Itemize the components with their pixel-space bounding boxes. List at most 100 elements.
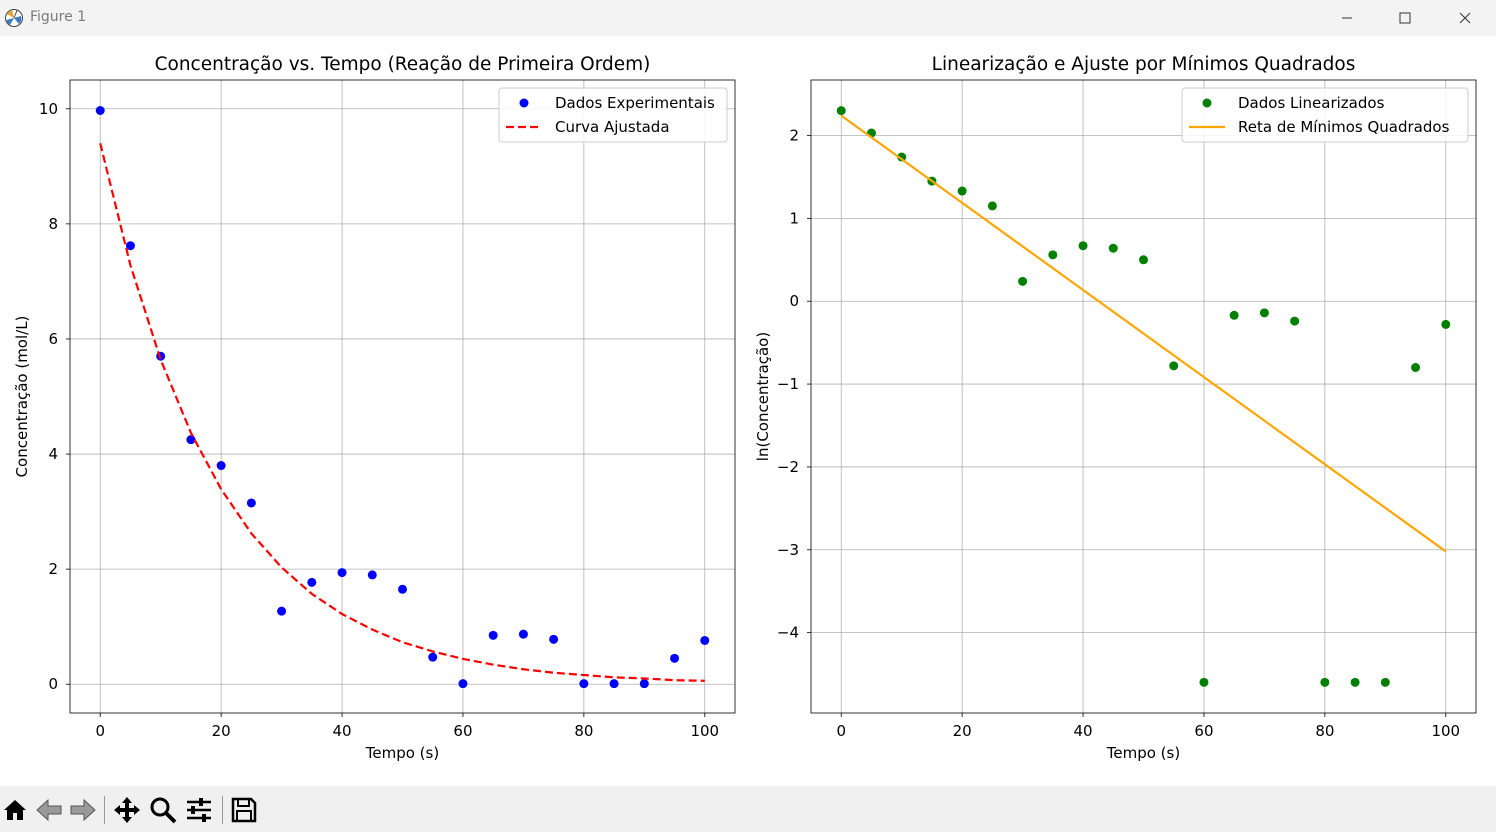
chart2-x-tick-label: 20: [953, 722, 972, 740]
chart2-data-point: [1108, 243, 1118, 253]
chart2-data-point: [1139, 255, 1148, 265]
chart2-x-tick-label: 80: [1315, 722, 1334, 740]
forward-button[interactable]: [68, 795, 98, 825]
chart2-data-point: [1350, 677, 1360, 687]
toolbar-separator: [222, 796, 223, 824]
close-button[interactable]: [1436, 0, 1494, 36]
chart1-y-tick-label: 0: [48, 675, 58, 693]
chart2-y-tick-label: −4: [777, 624, 799, 642]
chart1-x-tick-label: 80: [574, 722, 593, 740]
configure-subplots-button[interactable]: [184, 795, 214, 825]
chart1-data-point: [95, 105, 105, 115]
chart1-data-point: [700, 635, 710, 645]
minimize-button[interactable]: [1318, 0, 1376, 36]
chart2-data-point: [1018, 276, 1028, 286]
figure-canvas: 0 20 40 60 80 100 0 2 4 6 8 10 Concentração vs. Temp…: [0, 36, 1496, 786]
forward-icon: [70, 798, 96, 822]
chart2-data-point: [1199, 677, 1209, 687]
chart1-x-tick-label: 0: [95, 722, 105, 740]
chart1-legend-label: Curva Ajustada: [555, 118, 670, 136]
chart2-data-point: [957, 186, 967, 196]
maximize-icon: [1399, 12, 1411, 24]
chart1-x-tick-label: 60: [453, 722, 472, 740]
chart1-legend-point-marker: [519, 98, 529, 108]
zoom-button[interactable]: [148, 795, 178, 825]
window-title: Figure 1: [30, 9, 87, 25]
chart1-y-tick-label: 8: [48, 215, 58, 233]
chart1-x-tick-label: 40: [332, 722, 351, 740]
chart1-y-axis-label: Concentração (mol/L): [13, 316, 31, 478]
chart2-data-point: [1048, 250, 1058, 260]
chart2-y-tick-label: −1: [777, 375, 799, 393]
pan-icon: [114, 797, 140, 823]
chart2-data-point: [1441, 319, 1451, 329]
navigation-toolbar: [0, 786, 1496, 832]
chart2-x-tick-label: 60: [1194, 722, 1213, 740]
chart1-data-point: [488, 630, 498, 640]
chart2-y-tick-label: 1: [789, 209, 799, 227]
chart2-data-point: [1229, 310, 1239, 320]
chart1-x-axis-label: Tempo (s): [365, 744, 439, 762]
chart1-data-point: [639, 679, 649, 689]
chart2-y-tick-label: 2: [789, 127, 799, 145]
pan-button[interactable]: [112, 795, 142, 825]
chart2-data-point: [1169, 361, 1179, 371]
title-bar: Figure 1: [0, 0, 1496, 36]
chart2-series-line: [840, 114, 1447, 553]
chart1-data-point: [518, 629, 528, 639]
chart2-x-tick-label: 0: [836, 722, 846, 740]
chart1-data-point: [307, 577, 317, 587]
save-button[interactable]: [229, 795, 259, 825]
minimize-icon: [1342, 17, 1352, 19]
home-icon: [4, 800, 26, 820]
chart1-title: Concentração vs. Tempo (Reação de Primei…: [155, 54, 651, 75]
chart1-data-point: [579, 679, 589, 689]
chart2-y-axis-label: ln(Concentração): [754, 332, 772, 461]
chart1-data-point: [670, 653, 680, 663]
chart2-title: Linearização e Ajuste por Mínimos Quadra…: [932, 54, 1356, 75]
chart2-data-point: [836, 106, 846, 116]
chart1-data-point: [398, 584, 407, 594]
maximize-button[interactable]: [1376, 0, 1434, 36]
chart1-data-point: [125, 241, 135, 251]
chart1-axes-frame: [69, 79, 736, 714]
chart1-legend-box: [498, 87, 728, 143]
chart1-x-tick-label: 100: [690, 722, 719, 740]
chart2-axes-frame: [810, 79, 1477, 714]
close-icon: [1459, 12, 1471, 24]
zoom-icon: [150, 797, 177, 824]
chart2-data-point: [1290, 316, 1300, 326]
chart2-x-axis-label: Tempo (s): [1106, 744, 1180, 762]
chart1-y-tick-label: 2: [48, 560, 58, 578]
chart1-data-point: [367, 570, 377, 580]
chart2-legend-box: [1181, 87, 1469, 143]
chart1-data-point: [337, 568, 347, 578]
chart1-x-tick-label: 20: [212, 722, 231, 740]
chart2-data-point: [1078, 241, 1088, 251]
chart2-legend-point-marker: [1202, 98, 1212, 108]
chart1-data-point: [458, 679, 468, 689]
chart2-data-point: [1320, 677, 1330, 687]
toolbar-separator: [104, 796, 105, 824]
chart2-data-point: [1259, 308, 1269, 318]
chart2-data-point: [987, 201, 997, 211]
chart2-data-point: [1380, 677, 1390, 687]
back-button[interactable]: [34, 795, 64, 825]
chart2-data-point: [897, 152, 907, 162]
chart2-y-tick-label: −2: [777, 458, 799, 476]
matplotlib-app-icon: [5, 9, 23, 27]
chart1-data-point: [246, 498, 256, 508]
chart2-legend-label: Reta de Mínimos Quadrados: [1238, 118, 1450, 136]
chart2-y-tick-label: −3: [777, 541, 799, 559]
chart2-x-tick-label: 40: [1073, 722, 1092, 740]
chart1-legend-label: Dados Experimentais: [555, 94, 715, 112]
chart1-series-line: [99, 143, 705, 682]
chart2-data-point: [1411, 363, 1421, 373]
chart1-data-point: [428, 652, 438, 662]
save-icon: [231, 797, 257, 823]
back-icon: [36, 798, 62, 822]
configure-subplots-icon: [187, 798, 211, 822]
chart1-data-point: [549, 634, 559, 644]
home-button[interactable]: [0, 795, 30, 825]
